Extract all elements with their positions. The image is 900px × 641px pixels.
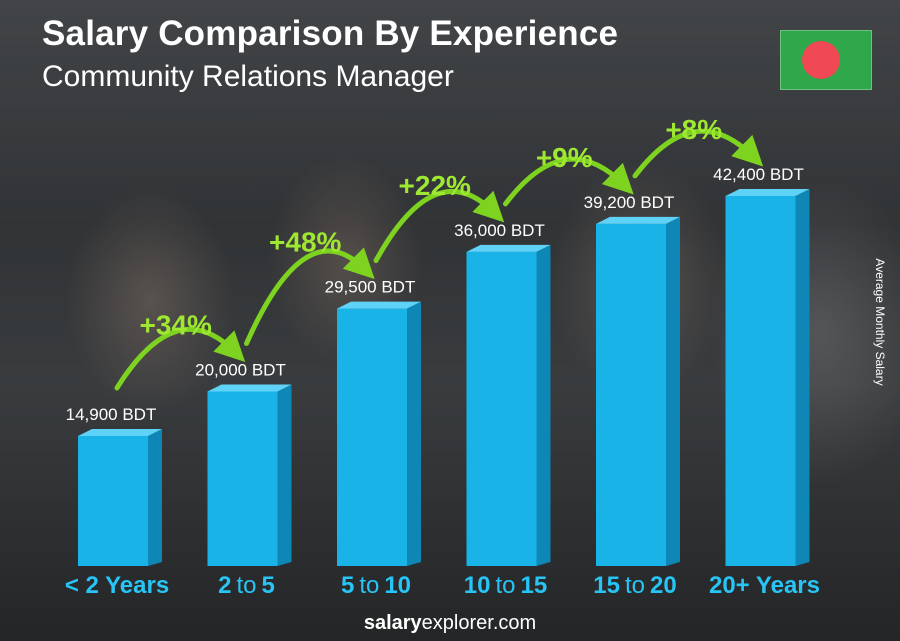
- bar-front: [596, 223, 666, 566]
- bar-side: [407, 301, 421, 566]
- category-label: 2 to 5: [218, 572, 275, 599]
- category-label: < 2 Years: [65, 572, 169, 599]
- increase-percent: +8%: [665, 114, 722, 145]
- bar-top: [337, 301, 421, 309]
- increase-arrow: [373, 188, 505, 264]
- page-title: Salary Comparison By Experience: [42, 14, 619, 53]
- bangladesh-flag-icon: [780, 30, 872, 90]
- footer-brand[interactable]: salaryexplorer.com: [0, 612, 900, 635]
- flag-disc: [802, 41, 840, 79]
- increase-arrow: [503, 156, 634, 207]
- page-subtitle: Community Relations Manager: [42, 60, 454, 93]
- category-label: 20+ Years: [709, 572, 820, 599]
- category-label: 15 to 20: [593, 572, 676, 599]
- increase-percent: +48%: [269, 227, 341, 258]
- value-label: 14,900 BDT: [66, 405, 157, 424]
- bar-top: [78, 428, 162, 436]
- value-label: 29,500 BDT: [325, 278, 416, 297]
- increase-percent: +34%: [140, 309, 212, 340]
- category-label: 10 to 15: [464, 572, 547, 599]
- brand-salary: salary: [363, 612, 422, 634]
- bar-side: [536, 244, 551, 566]
- bar-side: [277, 384, 292, 566]
- category-label: 5 to 10: [341, 572, 411, 599]
- bar-top: [466, 244, 551, 252]
- increase-arrow: [244, 247, 375, 346]
- bar-top: [207, 384, 292, 392]
- bar-side: [666, 216, 680, 566]
- increase-percent: +22%: [399, 170, 471, 201]
- bar-top: [596, 216, 680, 224]
- bar-top: [725, 189, 810, 196]
- increase-percent: +9%: [536, 142, 593, 173]
- bar-front: [725, 196, 796, 566]
- value-label: 20,000 BDT: [195, 360, 286, 379]
- value-label: 36,000 BDT: [454, 221, 545, 240]
- bar-front: [466, 251, 537, 566]
- bar-front: [78, 435, 148, 566]
- brand-explorer: explorer.com: [421, 612, 537, 634]
- value-label: 39,200 BDT: [584, 193, 675, 212]
- bar-front: [207, 391, 278, 566]
- bar-side: [795, 189, 810, 566]
- value-label: 42,400 BDT: [713, 165, 804, 184]
- increase-arrow: [632, 128, 764, 179]
- bar-front: [337, 308, 407, 566]
- bar-side: [148, 428, 162, 566]
- increase-arrow: [114, 326, 246, 391]
